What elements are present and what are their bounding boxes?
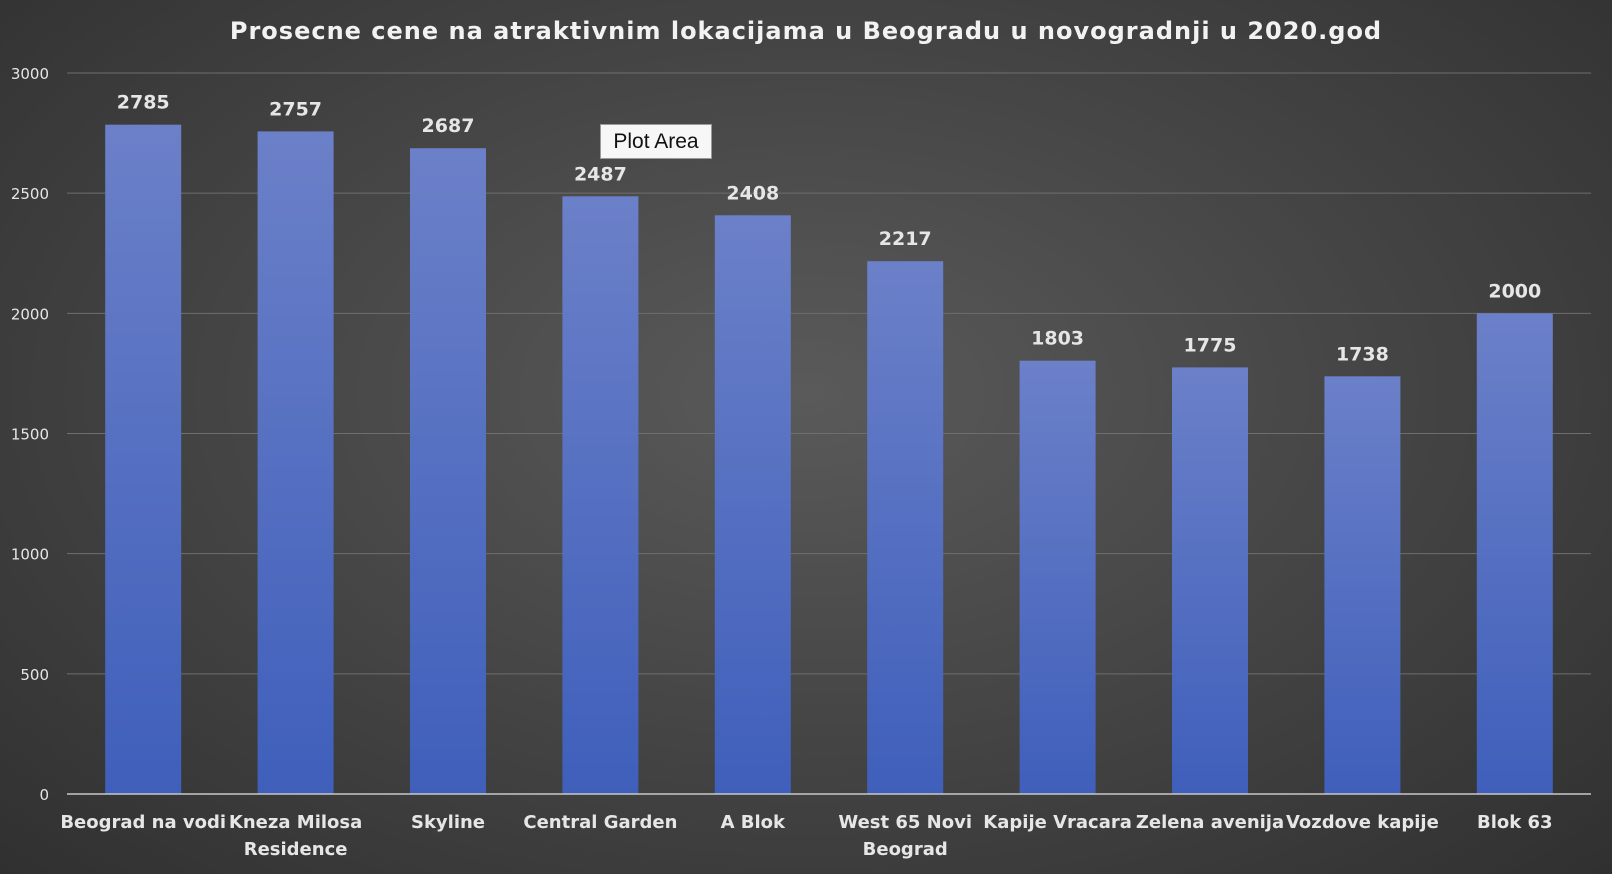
bar[interactable]: [1172, 367, 1248, 794]
x-tick-label: Central Garden: [523, 812, 677, 833]
bar[interactable]: [410, 148, 486, 794]
x-tick-label: Beograd na vodi: [60, 812, 226, 833]
bar[interactable]: [1019, 360, 1096, 794]
data-label: 2408: [726, 182, 779, 204]
bar[interactable]: [257, 131, 334, 794]
x-axis-labels: Beograd na vodi Kneza Milosa Residence Skyl…: [60, 812, 1552, 860]
data-label: 2217: [879, 228, 932, 250]
x-tick-label: A Blok: [721, 812, 786, 833]
x-tick-label: Blok 63: [1477, 812, 1553, 833]
y-tick-label: 2000: [11, 305, 49, 323]
x-tick-label: Kneza Milosa Residence: [229, 812, 362, 860]
data-label: 1738: [1336, 343, 1389, 365]
bar[interactable]: [562, 196, 639, 794]
x-tick-label: Zelena avenija: [1136, 812, 1284, 833]
plot-area-tooltip: Plot Area: [600, 124, 712, 159]
bar[interactable]: [1476, 313, 1553, 794]
y-tick-label: 500: [20, 666, 49, 684]
y-tick-label: 1500: [11, 426, 49, 444]
data-label: 2000: [1488, 280, 1541, 302]
x-tick-label: West 65 Novi Beograd: [838, 812, 972, 860]
bars[interactable]: [105, 124, 1553, 794]
y-tick-label: 2500: [11, 185, 49, 203]
bar[interactable]: [105, 124, 182, 794]
y-tick-label: 3000: [11, 65, 49, 83]
bar[interactable]: [867, 261, 944, 794]
x-tick-label: Skyline: [411, 812, 485, 833]
y-tick-label: 1000: [11, 546, 49, 564]
data-label: 1803: [1031, 328, 1084, 350]
y-tick-label: 0: [39, 786, 49, 804]
x-tick-label: Kapije Vracara: [983, 812, 1132, 833]
chart-title: Prosecne cene na atraktivnim lokacijama …: [230, 17, 1382, 45]
data-label: 1775: [1184, 334, 1237, 356]
x-tick-label: Vozdove kapije: [1286, 812, 1439, 833]
bar[interactable]: [714, 215, 791, 794]
data-label: 2487: [574, 163, 627, 185]
data-label: 2687: [422, 115, 475, 137]
data-label: 2757: [269, 98, 322, 120]
data-label: 2785: [117, 92, 170, 114]
y-axis-ticks: 0 500 1000 1500 2000 2500 3000: [11, 65, 49, 804]
data-labels: 2785 2757 2687 2487 2408 2217 1803 1775 1738 2000: [117, 92, 1541, 366]
bar[interactable]: [1324, 376, 1401, 794]
